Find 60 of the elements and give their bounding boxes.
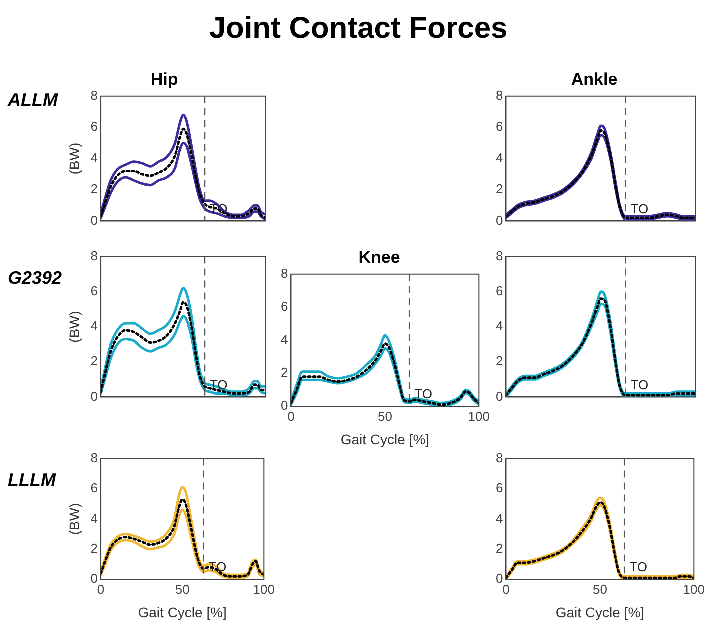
y-tick-label: 2 <box>496 354 504 369</box>
y-tick-label: 8 <box>280 266 288 281</box>
y-tick-label: 8 <box>90 88 98 103</box>
x-tick-label: 100 <box>468 408 490 424</box>
text: Joint Contact Forces <box>208 11 509 46</box>
y-axis-title: (BW) <box>66 503 82 536</box>
y-tick-label: 6 <box>90 480 98 496</box>
y-axis-title: (BW) <box>66 142 82 175</box>
ref-line-label: TO <box>630 201 649 216</box>
y-tick-label: 8 <box>496 248 504 264</box>
ref-line-label: TO <box>630 560 648 575</box>
y-tick-label: 2 <box>90 182 98 197</box>
y-tick-label: 6 <box>496 480 504 496</box>
y-tick-label: 6 <box>280 299 288 314</box>
x-tick-label: 50 <box>592 582 608 597</box>
y-tick-label: 6 <box>90 283 98 298</box>
y-tick-label: 4 <box>90 510 98 526</box>
ref-line-label: TO <box>630 377 649 392</box>
y-tick-label: 4 <box>90 318 98 334</box>
ref-line-label: TO <box>210 201 228 216</box>
chart-title: Knee <box>358 248 400 267</box>
x-tick-label: 50 <box>378 408 392 424</box>
y-tick-label: 8 <box>496 88 504 103</box>
y-axis-title: (BW) <box>66 311 82 343</box>
y-tick-label: 4 <box>90 150 98 166</box>
text: ALLM <box>8 90 58 111</box>
y-tick-label: 2 <box>90 540 98 556</box>
y-tick-label: 0 <box>90 388 98 404</box>
y-tick-label: 4 <box>496 150 504 166</box>
y-tick-label: 6 <box>90 119 98 134</box>
y-tick-label: 4 <box>496 510 504 526</box>
y-tick-label: 0 <box>280 398 288 414</box>
chart-title: Hip <box>150 70 178 89</box>
y-tick-label: 2 <box>90 354 98 369</box>
x-axis-title: Gait Cycle [%] <box>556 604 645 620</box>
y-tick-label: 0 <box>496 212 504 228</box>
y-tick-label: 0 <box>90 571 98 586</box>
x-tick-label: 100 <box>253 582 276 597</box>
text: LLLM <box>8 470 56 491</box>
y-tick-label: 4 <box>496 318 504 334</box>
x-axis-title: Gait Cycle [%] <box>340 431 430 448</box>
chart-title: Ankle <box>571 70 618 89</box>
text: G2392 <box>8 268 62 289</box>
x-tick-label: 100 <box>683 582 706 597</box>
ref-line-label: TO <box>208 560 227 575</box>
y-tick-label: 2 <box>496 182 504 197</box>
y-tick-label: 8 <box>90 450 98 466</box>
y-tick-label: 0 <box>496 571 504 586</box>
y-tick-label: 2 <box>496 540 504 556</box>
y-tick-label: 0 <box>496 388 504 404</box>
y-tick-label: 6 <box>496 283 504 298</box>
y-tick-label: 2 <box>280 365 288 380</box>
x-axis-title: Gait Cycle [%] <box>138 604 227 620</box>
x-tick-label: 50 <box>175 582 190 597</box>
y-tick-label: 0 <box>90 212 98 228</box>
y-tick-label: 6 <box>496 119 504 134</box>
y-tick-label: 4 <box>280 332 288 348</box>
ref-line-label: TO <box>414 386 432 402</box>
y-tick-label: 8 <box>90 248 98 264</box>
y-tick-label: 8 <box>496 450 504 466</box>
